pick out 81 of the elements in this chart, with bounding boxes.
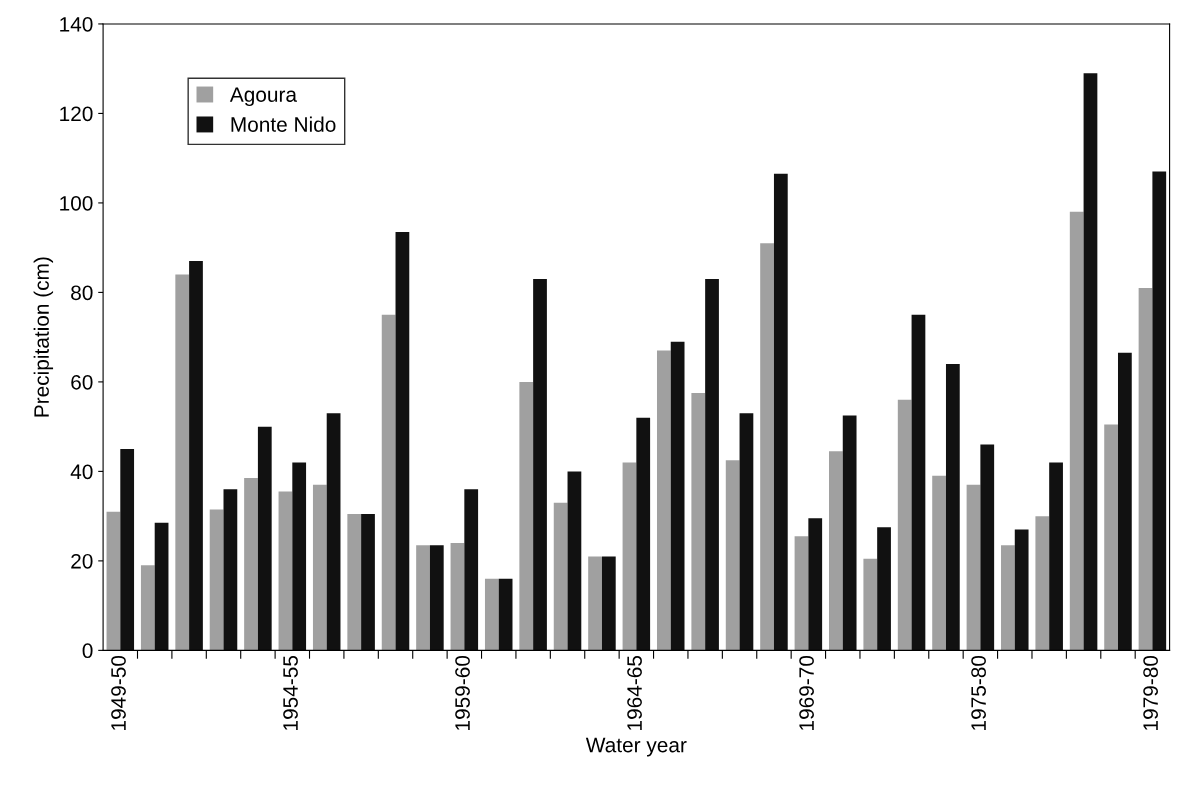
- bar: [1083, 73, 1098, 651]
- x-tick-label: 1979-80: [1143, 655, 1158, 730]
- bar: [725, 460, 740, 651]
- bar: [966, 484, 981, 651]
- y-tick-label: 100: [60, 195, 93, 211]
- bar: [450, 542, 465, 651]
- bar: [347, 513, 362, 651]
- x-tick-label: 1949-50: [111, 655, 126, 730]
- bar: [1001, 545, 1015, 651]
- y-tick-label: 120: [60, 106, 93, 122]
- bar: [1138, 287, 1153, 651]
- legend-label: Agoura: [229, 87, 298, 107]
- x-tick-label: 1969-70: [799, 655, 814, 730]
- bar: [326, 413, 341, 651]
- bar: [622, 462, 637, 651]
- bar: [498, 578, 513, 651]
- bar: [1152, 171, 1167, 651]
- bar: [106, 511, 121, 651]
- bar: [670, 341, 685, 651]
- bar: [292, 462, 307, 651]
- y-tick-label: 60: [71, 374, 93, 390]
- bar: [911, 314, 926, 651]
- bar: [189, 261, 203, 651]
- bar: [897, 399, 912, 651]
- bar: [464, 489, 479, 651]
- y-tick-label: 140: [60, 16, 93, 32]
- bar: [932, 475, 946, 651]
- bar: [877, 527, 891, 651]
- y-tick-label: 0: [82, 643, 93, 659]
- bar: [381, 314, 396, 651]
- bar: [553, 502, 568, 651]
- bar: [1014, 529, 1029, 651]
- bar: [829, 451, 843, 651]
- bar: [1069, 211, 1084, 651]
- bar: [863, 558, 878, 651]
- bar: [278, 491, 293, 651]
- bar: [361, 513, 375, 651]
- x-tick-label: 1954-55: [283, 655, 298, 730]
- bar: [808, 518, 823, 651]
- bar: [636, 417, 651, 651]
- bar: [140, 565, 155, 651]
- y-tick-label: 20: [71, 553, 93, 569]
- y-axis-title: Precipitation (cm): [33, 257, 54, 417]
- bar: [1104, 424, 1118, 651]
- bar: [533, 278, 547, 651]
- bar: [175, 274, 190, 651]
- bar: [739, 413, 754, 651]
- x-tick-label: 1975-80: [971, 655, 986, 730]
- bar: [691, 393, 706, 651]
- bar: [244, 478, 258, 651]
- bar: [429, 545, 444, 651]
- bar: [656, 350, 671, 651]
- y-tick-label: 40: [70, 464, 93, 480]
- bar: [519, 381, 534, 651]
- bar: [223, 489, 238, 651]
- bar: [1117, 352, 1132, 651]
- x-axis-title: Water year: [585, 737, 687, 757]
- x-tick-label: 1964-65: [627, 655, 642, 730]
- bar: [1049, 462, 1063, 651]
- bar: [1035, 516, 1050, 651]
- y-tick-label: 80: [71, 285, 93, 301]
- bar: [416, 545, 430, 651]
- bar: [312, 484, 327, 651]
- bar: [945, 364, 960, 651]
- bar: [209, 509, 224, 651]
- x-tick-label: 1959-60: [455, 655, 470, 730]
- bar: [794, 536, 809, 651]
- bar: [842, 415, 857, 651]
- bar: [257, 426, 272, 651]
- bar: [120, 449, 135, 651]
- bar: [760, 243, 774, 651]
- bar: [395, 232, 410, 651]
- bar: [773, 173, 788, 651]
- bar: [980, 444, 995, 651]
- bar: [705, 278, 719, 651]
- bar: [154, 522, 169, 651]
- bar: [588, 556, 602, 651]
- legend-label: Monte Nido: [231, 116, 336, 132]
- bar: [484, 578, 499, 651]
- bar: [567, 471, 582, 651]
- bar: [601, 556, 616, 651]
